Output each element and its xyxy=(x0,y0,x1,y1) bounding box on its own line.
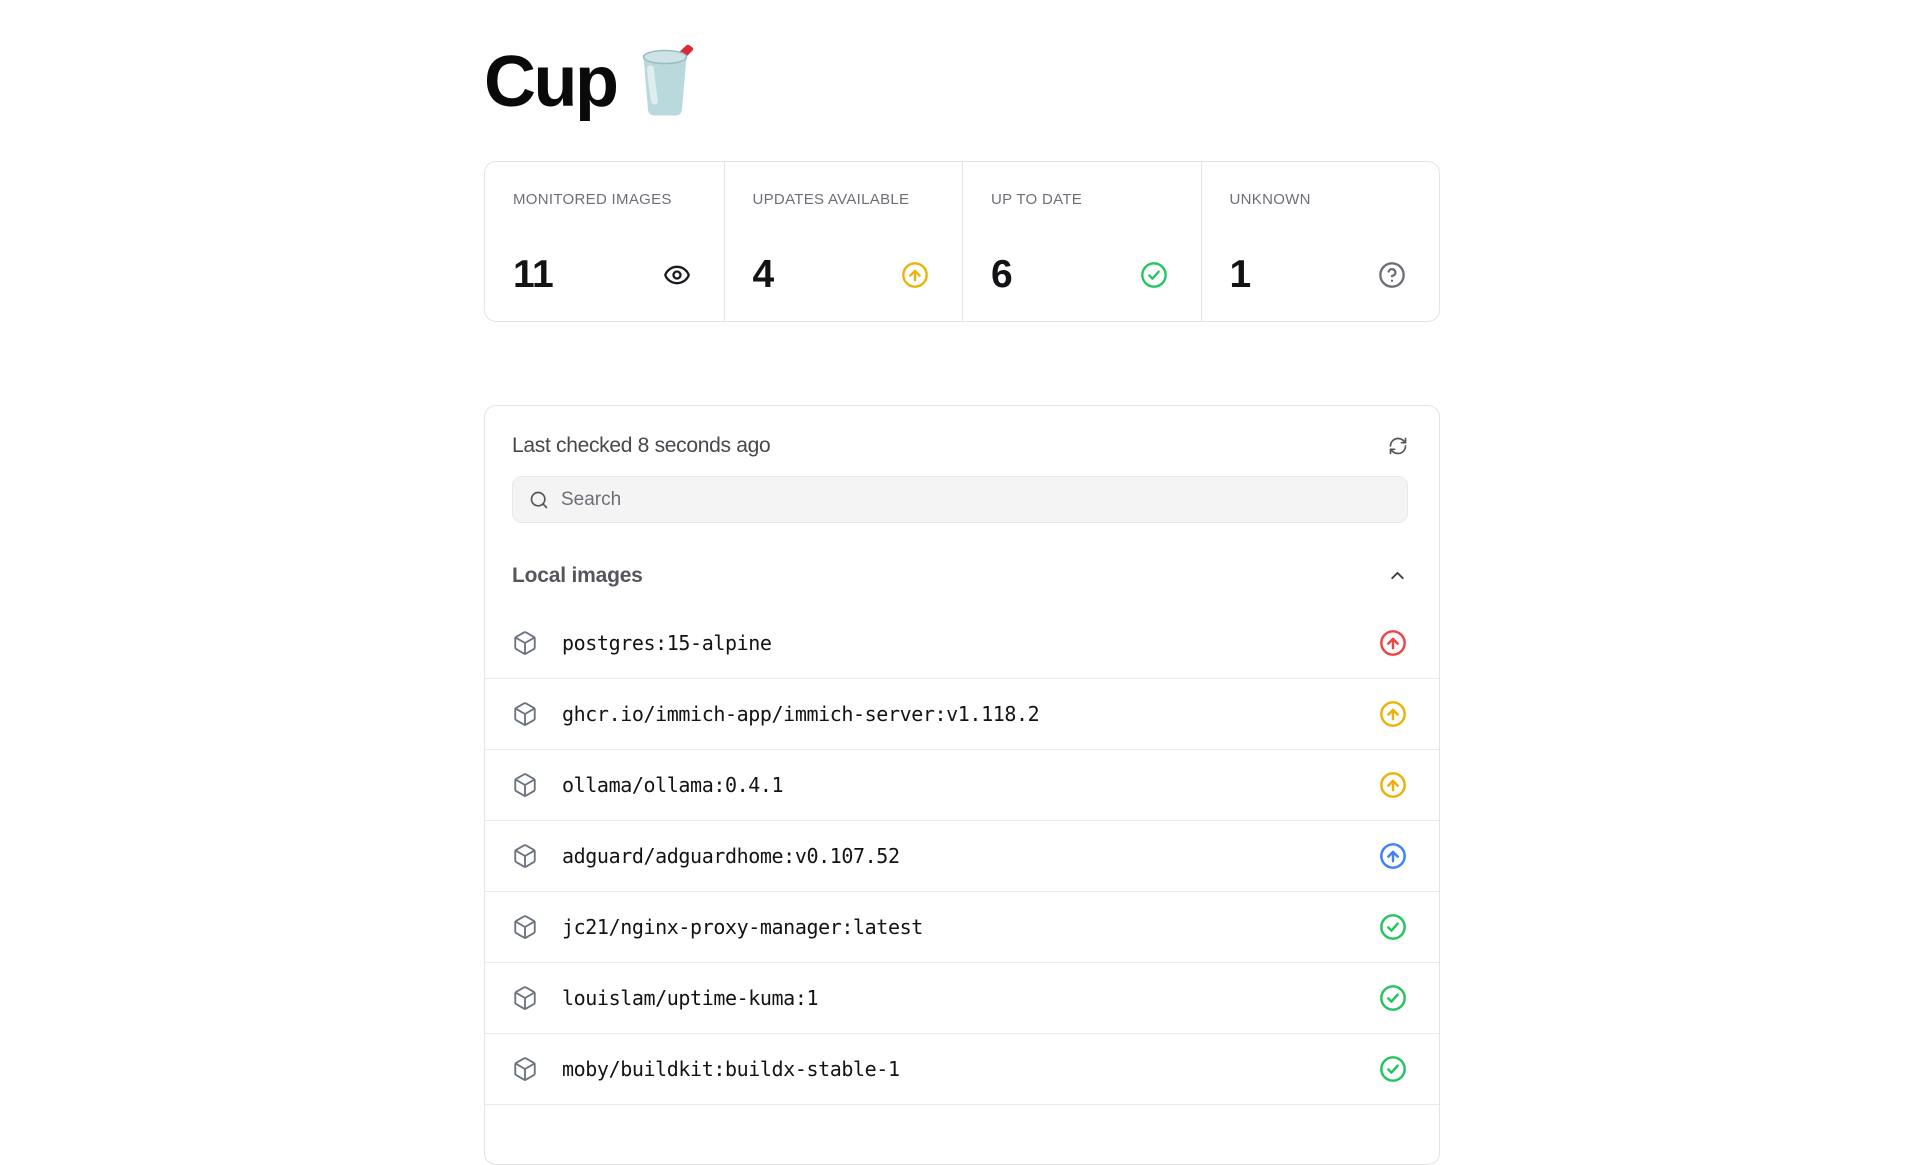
stat-card: UNKNOWN 1 xyxy=(1200,162,1440,321)
page-header: Cup xyxy=(484,40,1440,126)
last-checked-text: Last checked 8 seconds ago xyxy=(512,434,771,457)
status-icon-update-available xyxy=(1379,629,1407,657)
stat-card: MONITORED IMAGES 11 xyxy=(485,162,724,321)
panel-header: Last checked 8 seconds ago xyxy=(512,432,1408,460)
status-icon-update-available xyxy=(1379,700,1407,728)
stat-value: 1 xyxy=(1229,253,1252,296)
search-input[interactable] xyxy=(559,487,1393,512)
arrow-up-circle-icon xyxy=(1380,701,1406,727)
image-list: postgres:15-alpine ghcr.io/immich-app/imm… xyxy=(485,608,1439,1105)
stat-label: UPDATES AVAILABLE xyxy=(752,191,910,208)
image-name: moby/buildkit:buildx-stable-1 xyxy=(562,1057,900,1081)
stat-value: 6 xyxy=(991,253,1013,296)
stat-icon xyxy=(1140,261,1168,289)
package-icon-wrap xyxy=(512,630,538,656)
eye-icon xyxy=(663,265,690,285)
status-icon-up-to-date xyxy=(1379,1055,1407,1083)
arrow-up-circle-icon xyxy=(1380,772,1406,798)
box-icon xyxy=(514,986,536,1010)
check-circle-icon xyxy=(1140,262,1167,288)
image-row[interactable]: ghcr.io/immich-app/immich-server:v1.118.… xyxy=(485,679,1439,750)
package-icon-wrap xyxy=(512,772,538,798)
image-row[interactable]: louislam/uptime-kuma:1 xyxy=(485,963,1439,1034)
local-images-title: Local images xyxy=(512,563,643,587)
image-row[interactable]: ollama/ollama:0.4.1 xyxy=(485,750,1439,821)
image-name: adguard/adguardhome:v0.107.52 xyxy=(562,844,900,868)
collapse-section-button[interactable] xyxy=(1387,565,1408,586)
package-icon-wrap xyxy=(512,843,538,869)
chevron-up-icon xyxy=(1391,571,1404,580)
image-name: jc21/nginx-proxy-manager:latest xyxy=(562,915,923,939)
cup-with-straw-emoji xyxy=(643,44,694,115)
stat-icon xyxy=(663,261,691,289)
box-icon xyxy=(514,773,536,797)
stat-label: UP TO DATE xyxy=(991,191,1083,208)
box-icon xyxy=(514,702,536,726)
local-images-header: Local images xyxy=(512,563,1408,588)
images-panel: Last checked 8 seconds ago Local images … xyxy=(484,405,1440,1165)
stat-label: UNKNOWN xyxy=(1229,191,1311,208)
box-icon xyxy=(514,1057,536,1081)
box-icon xyxy=(514,915,536,939)
stat-card: UP TO DATE 6 xyxy=(962,162,1201,321)
page-content: Cup MONITORED IMAGES 11 UPDATES AVAILABLE 4… xyxy=(484,40,1440,1165)
image-name: postgres:15-alpine xyxy=(562,631,772,655)
image-row[interactable]: jc21/nginx-proxy-manager:latest xyxy=(485,892,1439,963)
help-circle-icon xyxy=(1379,262,1405,288)
arrow-up-circle-icon xyxy=(1380,630,1406,656)
status-icon-update-available xyxy=(1379,842,1407,870)
search-box[interactable] xyxy=(512,476,1408,523)
image-name: ollama/ollama:0.4.1 xyxy=(562,773,784,797)
image-row[interactable]: adguard/adguardhome:v0.107.52 xyxy=(485,821,1439,892)
check-circle-icon xyxy=(1380,914,1406,940)
status-icon-up-to-date xyxy=(1379,984,1407,1012)
status-icon-up-to-date xyxy=(1379,913,1407,941)
check-circle-icon xyxy=(1380,1056,1406,1082)
page-title: Cup xyxy=(484,42,619,123)
package-icon-wrap xyxy=(512,914,538,940)
arrow-up-circle-icon xyxy=(1380,843,1406,869)
image-row[interactable]: moby/buildkit:buildx-stable-1 xyxy=(485,1034,1439,1105)
stats-row: MONITORED IMAGES 11 UPDATES AVAILABLE 4 UP T… xyxy=(484,161,1440,322)
package-icon-wrap xyxy=(512,701,538,727)
stat-value: 11 xyxy=(513,253,554,296)
arrow-up-circle-icon xyxy=(902,262,928,288)
image-name: ghcr.io/immich-app/immich-server:v1.118.… xyxy=(562,702,1040,726)
image-name: louislam/uptime-kuma:1 xyxy=(562,986,819,1010)
package-icon-wrap xyxy=(512,1056,538,1082)
status-icon-update-available xyxy=(1379,771,1407,799)
box-icon xyxy=(514,844,536,868)
box-icon xyxy=(514,631,536,655)
stat-label: MONITORED IMAGES xyxy=(513,191,672,208)
stat-icon xyxy=(901,261,929,289)
refresh-icon xyxy=(1389,437,1407,455)
stat-value: 4 xyxy=(752,253,775,296)
search-icon xyxy=(530,491,548,508)
package-icon-wrap xyxy=(512,985,538,1011)
image-row[interactable]: postgres:15-alpine xyxy=(485,608,1439,679)
stat-card: UPDATES AVAILABLE 4 xyxy=(723,162,963,321)
stat-icon xyxy=(1378,261,1406,289)
check-circle-icon xyxy=(1380,985,1406,1011)
refresh-button[interactable] xyxy=(1388,436,1408,456)
